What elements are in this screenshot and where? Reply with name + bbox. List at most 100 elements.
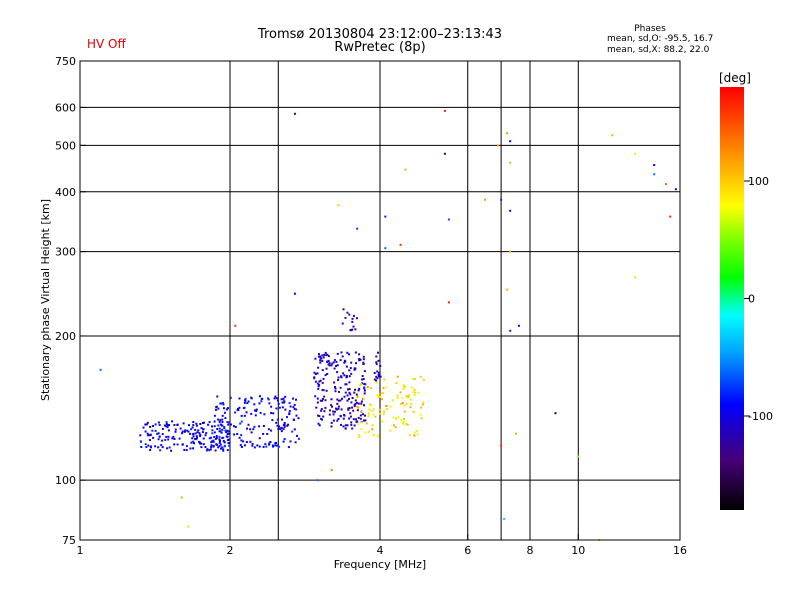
o-echo-point <box>179 427 182 430</box>
y-tick-label: 200 <box>55 330 76 343</box>
o-echo-point <box>251 442 254 445</box>
o-echo-point <box>185 445 188 448</box>
o-echo-point <box>349 329 352 332</box>
scattered-echo-point <box>99 368 102 371</box>
o-echo-point <box>148 434 151 437</box>
o-echo-point <box>226 421 229 423</box>
x-echo-point <box>370 387 373 390</box>
o-echo-point <box>244 397 247 400</box>
o-echo-point <box>317 414 320 417</box>
o-echo-point <box>362 413 364 416</box>
o-echo-point <box>154 429 157 432</box>
scattered-echo-point <box>500 444 503 447</box>
o-echo-point <box>158 424 161 426</box>
x-tick-label: 10 <box>571 544 585 557</box>
o-echo-point <box>324 374 327 377</box>
x-echo-point <box>403 385 406 388</box>
o-echo-point <box>355 393 358 396</box>
scattered-echo-point <box>509 209 512 212</box>
x-echo-point <box>360 382 363 385</box>
x-echo-point <box>409 434 412 437</box>
o-echo-point <box>171 437 174 440</box>
x-tick-label: 6 <box>464 544 471 557</box>
o-echo-point <box>238 406 241 409</box>
x-echo-point <box>382 387 385 390</box>
o-echo-point <box>321 381 324 384</box>
x-echo-point <box>379 392 382 395</box>
o-echo-point <box>279 428 282 431</box>
o-echo-point <box>377 351 379 354</box>
o-echo-point <box>280 398 283 401</box>
o-echo-point <box>171 420 174 423</box>
x-echo-point <box>370 410 373 413</box>
o-echo-point <box>221 436 224 439</box>
o-echo-point <box>226 429 229 432</box>
o-echo-point <box>223 407 225 410</box>
scattered-echo-point <box>293 292 296 295</box>
o-echo-point <box>341 397 343 400</box>
o-echo-point <box>363 387 366 390</box>
o-echo-point <box>173 443 176 446</box>
x-echo-point <box>379 412 381 415</box>
o-echo-point <box>219 440 221 443</box>
o-echo-point <box>348 375 351 378</box>
o-echo-point <box>154 445 157 448</box>
o-echo-point <box>144 430 147 433</box>
o-echo-point <box>158 435 161 438</box>
scattered-echo-point <box>447 218 450 221</box>
o-echo-point <box>361 378 364 381</box>
o-echo-point <box>172 435 175 438</box>
o-echo-point <box>364 419 367 422</box>
o-echo-point <box>378 371 380 374</box>
o-echo-point <box>337 379 340 381</box>
y-tick-label: 750 <box>55 55 76 68</box>
o-echo-point <box>347 388 349 391</box>
o-echo-point <box>220 423 222 426</box>
o-echo-point <box>338 390 340 393</box>
x-echo-point <box>409 406 412 409</box>
x-echo-point <box>406 396 409 399</box>
o-echo-point <box>352 418 355 421</box>
o-echo-point <box>140 446 143 448</box>
o-echo-point <box>200 427 203 430</box>
x-echo-point <box>374 415 377 418</box>
o-echo-point <box>192 421 195 423</box>
o-echo-point <box>167 429 170 432</box>
o-echo-point <box>357 416 360 419</box>
o-echo-point <box>292 397 294 400</box>
o-echo-point <box>331 362 334 365</box>
x-echo-point <box>385 405 388 407</box>
o-echo-point <box>230 423 232 426</box>
scattered-echo-point <box>234 324 237 327</box>
o-echo-point <box>324 399 327 402</box>
o-echo-point <box>167 438 170 441</box>
o-echo-point <box>322 389 325 392</box>
o-echo-point <box>375 363 378 366</box>
o-echo-point <box>145 423 148 426</box>
scattered-echo-point <box>404 168 407 171</box>
o-echo-point <box>200 446 203 449</box>
o-echo-point <box>249 428 252 431</box>
o-echo-point <box>357 389 360 392</box>
o-echo-point <box>361 375 364 377</box>
scattered-echo-point <box>653 164 656 166</box>
o-echo-point <box>145 446 148 448</box>
o-echo-point <box>287 446 290 449</box>
x-echo-point <box>395 426 397 429</box>
o-echo-point <box>276 399 279 402</box>
o-echo-point <box>270 405 273 408</box>
scattered-echo-point <box>674 188 677 191</box>
o-echo-point <box>240 446 243 448</box>
o-echo-point <box>321 389 324 392</box>
o-echo-point <box>225 408 228 411</box>
o-echo-point <box>202 443 205 446</box>
x-echo-point <box>364 431 367 434</box>
o-echo-point <box>355 317 358 320</box>
o-echo-point <box>336 364 339 367</box>
o-echo-point <box>191 426 194 429</box>
x-echo-point <box>413 431 416 434</box>
o-echo-point <box>199 435 202 438</box>
o-echo-point <box>208 421 211 424</box>
o-echo-point <box>353 314 355 317</box>
x-echo-point <box>372 408 375 411</box>
